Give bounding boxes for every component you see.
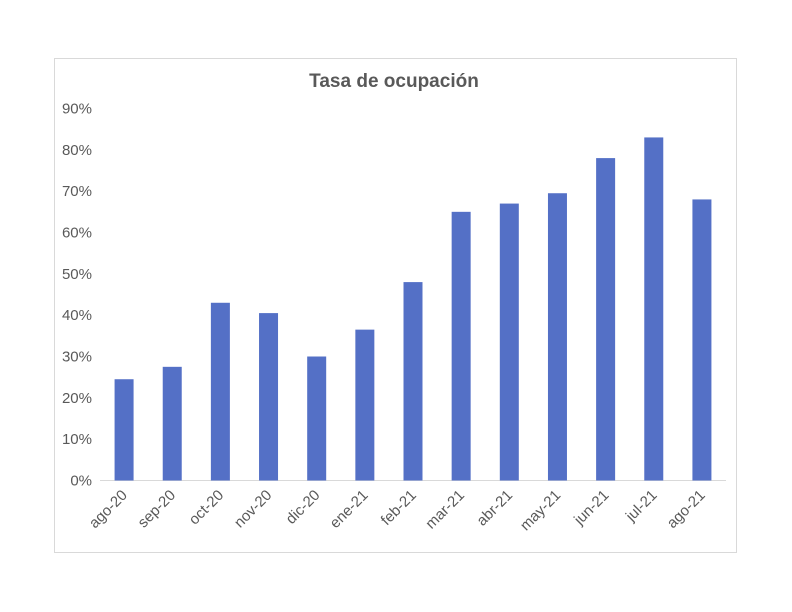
bar-mar-21 xyxy=(451,211,471,481)
y-tick-label: 80% xyxy=(62,142,92,159)
bar-ago-21 xyxy=(692,199,712,481)
bar-ago-20 xyxy=(114,379,134,481)
x-tick-label: dic-20 xyxy=(283,487,324,528)
x-tick-label: oct-20 xyxy=(186,487,228,529)
y-tick-label: 40% xyxy=(62,307,92,324)
x-tick-label: jul-21 xyxy=(622,487,661,526)
y-tick-label: 60% xyxy=(62,225,92,242)
x-tick-label: feb-21 xyxy=(378,487,420,529)
bar-jun-21 xyxy=(596,158,616,481)
x-tick-label: abr-21 xyxy=(473,487,516,530)
x-tick-label: jun-21 xyxy=(570,487,612,529)
chart-title: Tasa de ocupación xyxy=(309,71,479,92)
x-axis-tick-labels: ago-20 sep-20 oct-20 nov-20 dic-20 ene-21 feb-… xyxy=(86,487,709,534)
bar-sep-20 xyxy=(162,366,182,481)
y-tick-label: 90% xyxy=(62,101,92,118)
y-tick-label: 30% xyxy=(62,349,92,366)
x-tick-label: ago-21 xyxy=(664,487,709,532)
bar-ene-21 xyxy=(355,329,375,481)
y-tick-label: 70% xyxy=(62,183,92,200)
x-tick-label: ene-21 xyxy=(327,487,372,532)
x-tick-label: nov-20 xyxy=(231,487,275,531)
bar-jul-21 xyxy=(644,137,664,481)
bar-abr-21 xyxy=(499,203,519,481)
bar-oct-20 xyxy=(210,302,230,481)
x-tick-label: ago-20 xyxy=(86,487,131,532)
x-tick-label: mar-21 xyxy=(422,487,468,533)
y-tick-label: 50% xyxy=(62,266,92,283)
bars xyxy=(114,137,712,481)
y-tick-label: 20% xyxy=(62,390,92,407)
x-tick-label: may-21 xyxy=(517,487,564,534)
bar-may-21 xyxy=(547,193,567,481)
bar-dic-20 xyxy=(307,356,327,481)
x-tick-label: sep-20 xyxy=(135,487,179,531)
y-tick-label: 0% xyxy=(70,473,92,490)
bar-feb-21 xyxy=(403,282,423,481)
bar-nov-20 xyxy=(259,313,279,481)
y-tick-label: 10% xyxy=(62,431,92,448)
y-axis-tick-labels: 0% 10% 20% 30% 40% 50% 60% 70% 80% 90% xyxy=(62,101,92,490)
